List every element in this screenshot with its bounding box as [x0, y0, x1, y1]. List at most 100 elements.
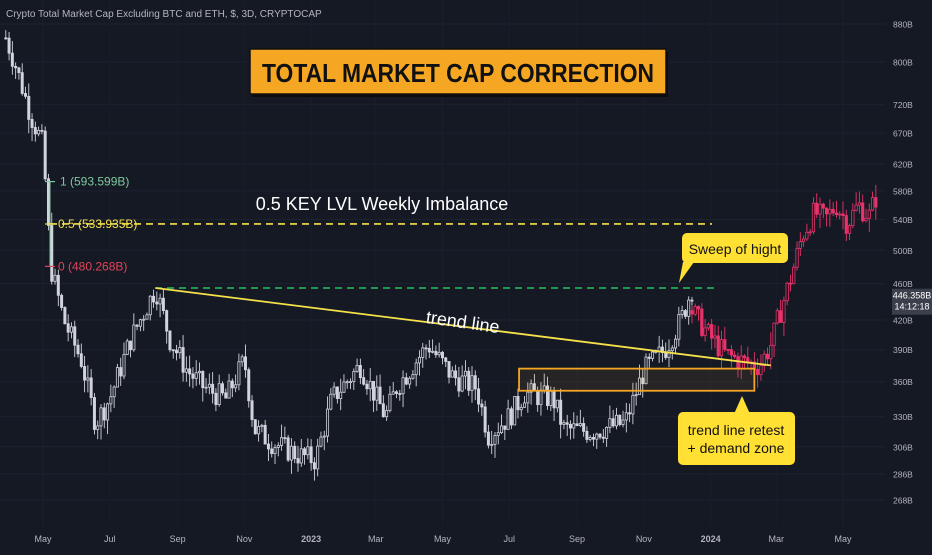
y-tick-label: 420B: [893, 316, 913, 326]
candle-body: [575, 423, 579, 426]
candle-body: [555, 399, 559, 409]
projection-candle-body: [802, 238, 806, 243]
projection-candle-body: [765, 353, 770, 360]
candle-body: [552, 390, 556, 409]
x-tick-label: Mar: [368, 534, 384, 544]
candle-body: [637, 377, 641, 396]
projection-candle-body: [742, 355, 747, 359]
projection-candle-body: [785, 282, 789, 302]
x-tick-label: Jul: [503, 534, 515, 544]
candle-body: [171, 349, 175, 352]
candle-body: [358, 365, 362, 378]
y-tick-label: 306B: [893, 442, 913, 452]
x-tick-label: 2024: [701, 534, 721, 544]
projection-candle-body: [726, 348, 730, 351]
projection-candle-body: [831, 208, 835, 214]
candle-body: [332, 386, 336, 395]
candle-body: [178, 347, 182, 354]
projection-candle-body: [723, 339, 727, 350]
candle-body: [7, 37, 11, 54]
candle-body: [539, 389, 543, 406]
candle-body: [680, 310, 684, 315]
candle-body: [352, 371, 356, 382]
candle-body: [591, 437, 595, 440]
candle-body: [138, 319, 142, 327]
candle-body: [467, 370, 471, 391]
candle-body: [135, 324, 139, 327]
candle-body: [283, 437, 287, 440]
projection-candle-body: [857, 202, 862, 206]
candle-body: [243, 356, 247, 371]
candle-body: [651, 351, 655, 359]
x-tick-label: May: [34, 534, 52, 544]
candle-body: [365, 383, 369, 390]
candle-body: [92, 397, 96, 430]
candle-body: [289, 445, 293, 461]
candle-body: [76, 344, 80, 355]
candle-body: [329, 393, 333, 410]
candle-body: [572, 423, 576, 429]
projection-candle-body: [854, 204, 858, 211]
candle-body: [250, 400, 254, 421]
candle-body: [273, 447, 277, 454]
candle-body: [687, 299, 691, 317]
candle-body: [270, 448, 274, 454]
candle-body: [106, 403, 110, 421]
candle-body: [624, 412, 628, 421]
candle-body: [506, 408, 510, 430]
candle-body: [155, 301, 159, 305]
candle-body: [585, 430, 589, 440]
candle-body: [227, 380, 231, 399]
candle-body: [434, 350, 438, 356]
candle-body: [125, 340, 129, 355]
sweep-callout-text: Sweep of hight: [689, 241, 782, 257]
candle-body: [483, 406, 487, 433]
candle-body: [20, 72, 24, 94]
x-tick-label: Nov: [236, 534, 253, 544]
candle-body: [417, 356, 421, 364]
projection-candle-body: [834, 212, 839, 215]
projection-candle-body: [759, 365, 763, 376]
projection-candle-body: [795, 248, 799, 268]
fib-labels: 1 (593.599B) 0.5 (533.935B) 0 (480.268B): [58, 175, 137, 274]
candle-body: [526, 391, 530, 404]
candle-body: [431, 350, 435, 353]
projection-candle-body: [775, 310, 779, 324]
candle-body: [670, 347, 674, 352]
candle-body: [385, 410, 389, 418]
candle-body: [470, 375, 474, 391]
candle-body: [404, 377, 408, 385]
candle-body: [440, 351, 444, 359]
candle-body: [339, 391, 343, 399]
candle-body: [549, 390, 553, 406]
candle-body: [437, 351, 441, 356]
candle-body: [10, 52, 14, 67]
retest-callout-line2: + demand zone: [688, 440, 785, 456]
y-tick-label: 286B: [893, 469, 913, 479]
candle-body: [519, 406, 523, 411]
projection-candle-body: [792, 266, 796, 285]
candle-body: [605, 426, 609, 439]
candle-body: [322, 435, 326, 438]
candle-body: [477, 388, 481, 405]
candle-body: [335, 386, 339, 399]
retest-callout: trend line retest + demand zone: [678, 396, 795, 465]
candle-body: [647, 356, 651, 359]
title-banner-box: [249, 48, 667, 95]
grid-layer: [0, 23, 885, 501]
candle-body: [303, 448, 307, 456]
candle-body: [598, 433, 602, 438]
candle-body: [362, 377, 366, 385]
projection-candle-body: [818, 203, 822, 215]
projection-candle-body: [788, 282, 793, 285]
candle-body: [611, 418, 615, 427]
candle-body: [496, 432, 500, 436]
projection-candle-body: [779, 310, 783, 323]
candle-body: [158, 297, 162, 305]
candle-body: [204, 386, 208, 389]
overlay-layer: [45, 180, 771, 392]
candle-body: [122, 354, 126, 377]
x-tick-label: Jul: [104, 534, 116, 544]
candle-body: [421, 347, 425, 358]
